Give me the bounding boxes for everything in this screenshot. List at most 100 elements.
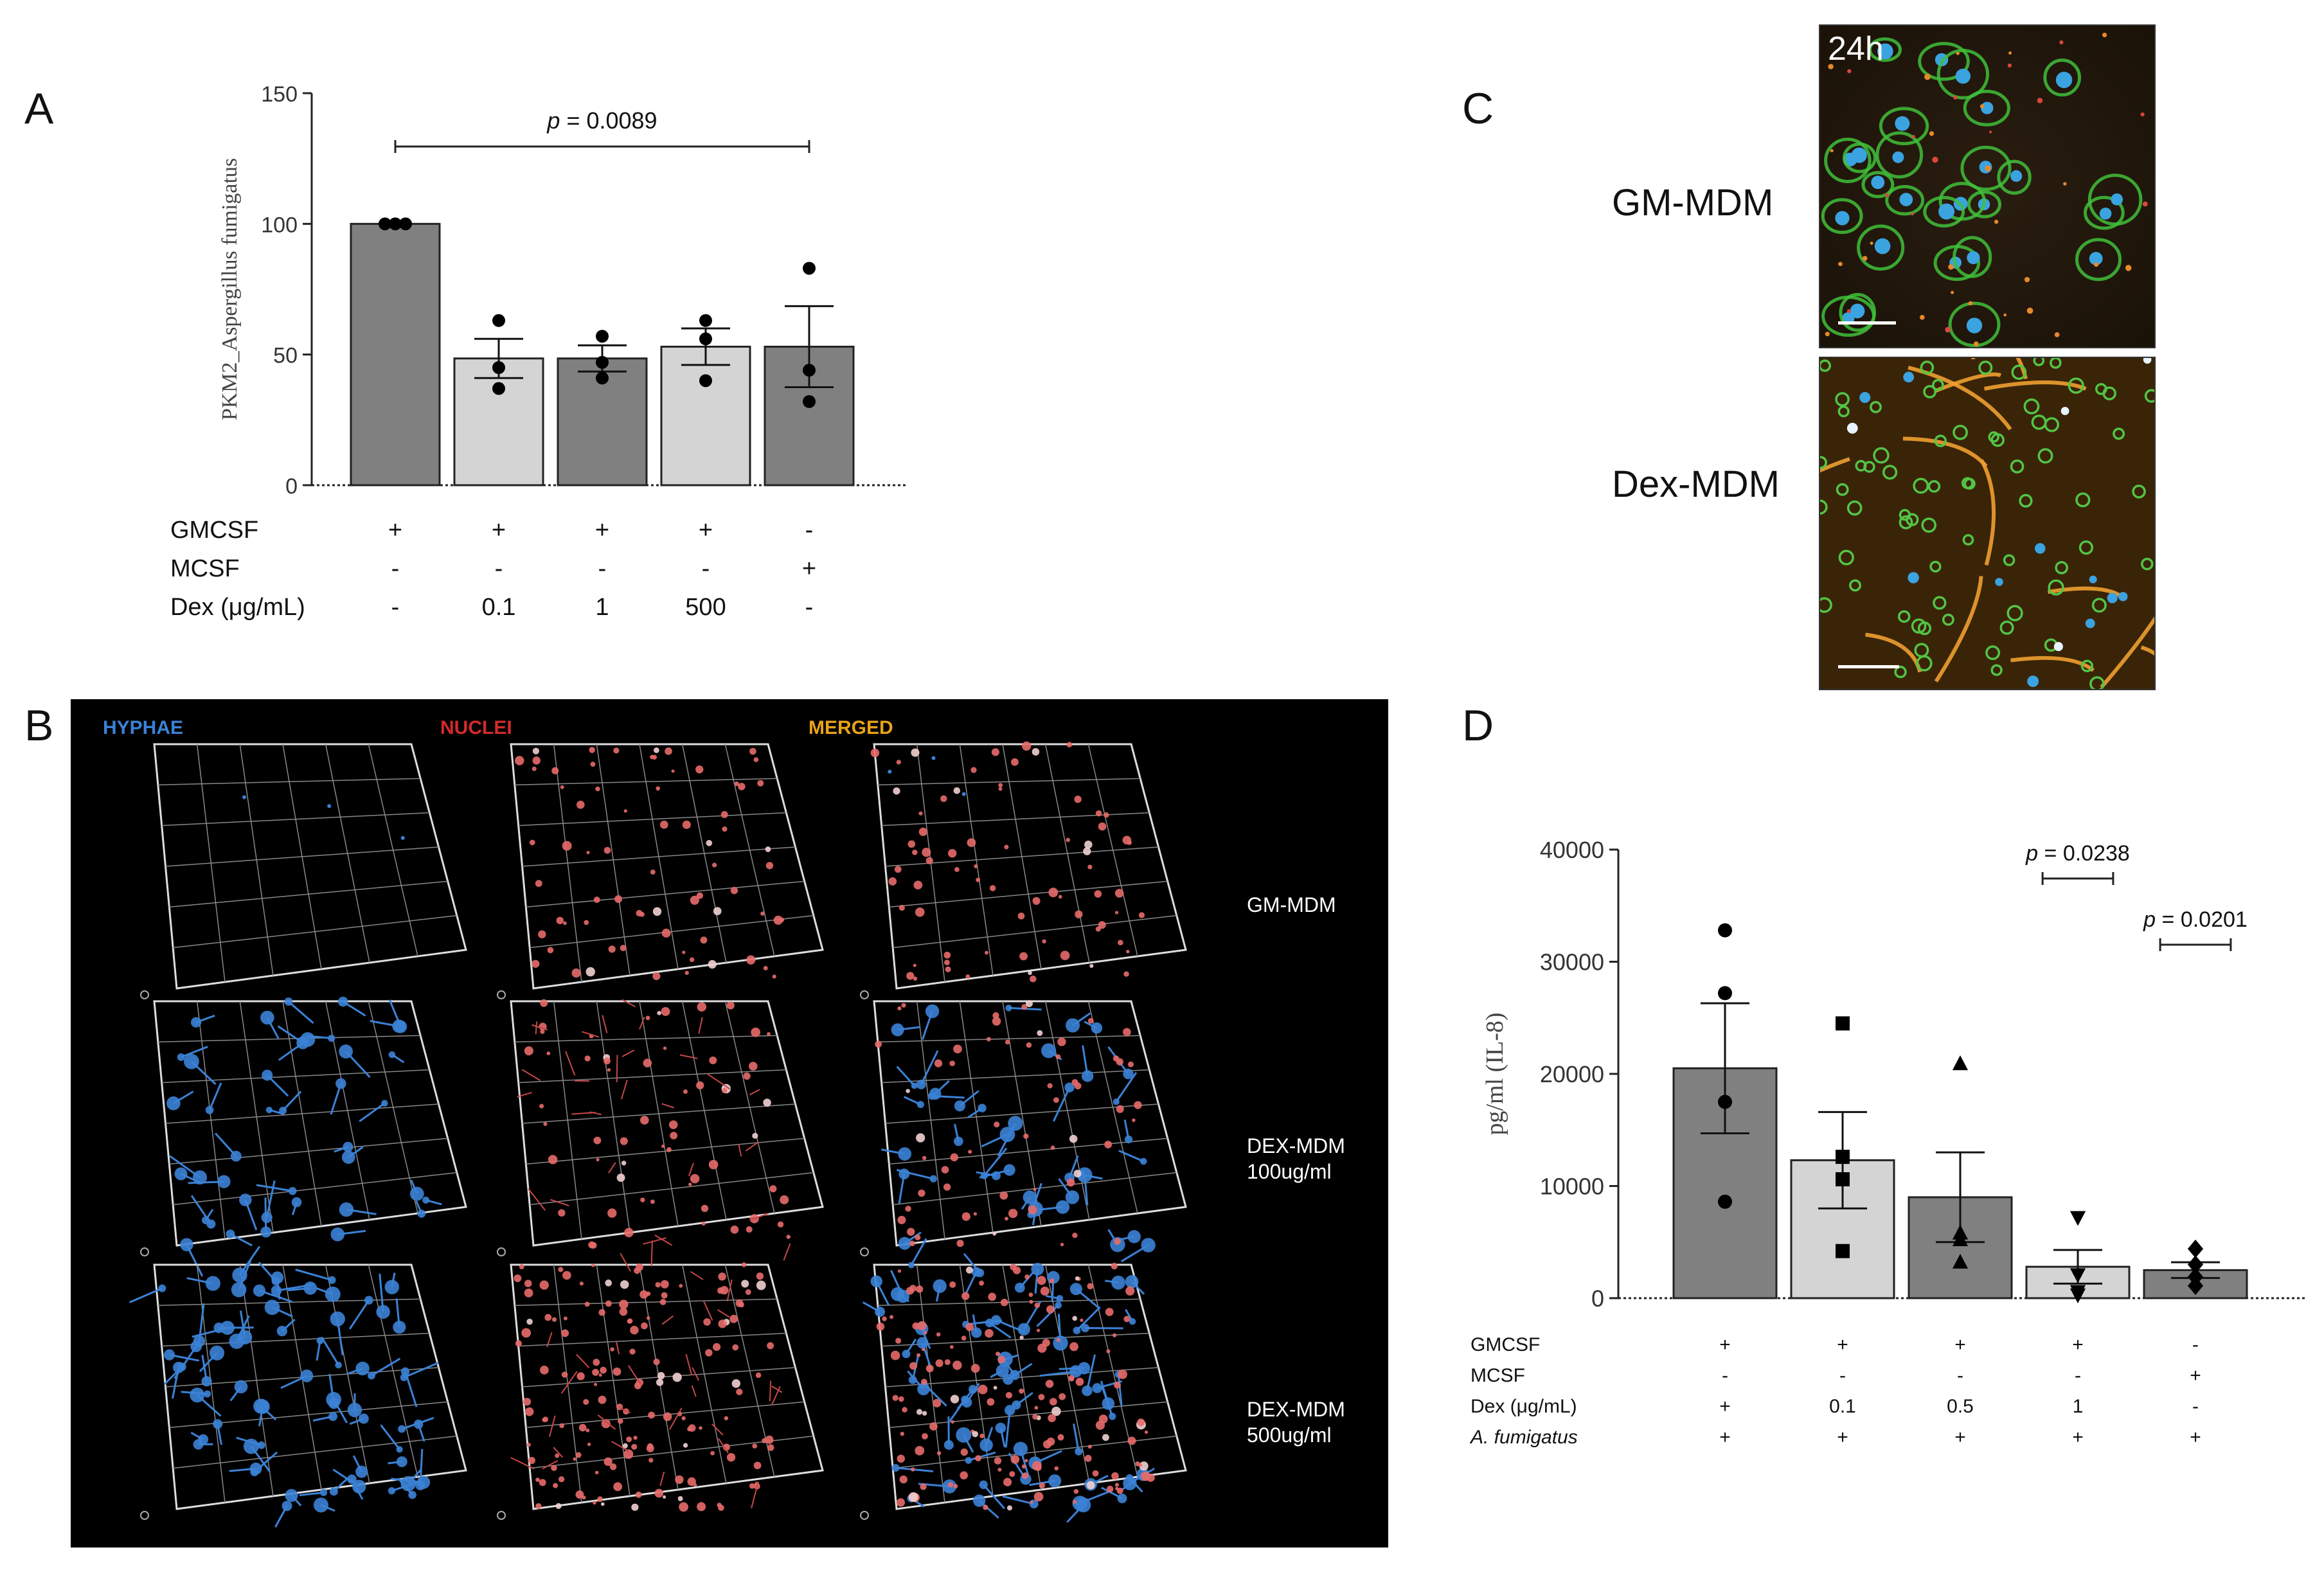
p-value: = 0.0238 — [2038, 841, 2130, 866]
hypha-branch — [1076, 1306, 1101, 1332]
nucleus-dot — [1042, 1339, 1050, 1347]
nucleus-dot — [1127, 1436, 1136, 1445]
conidia — [1870, 241, 1873, 245]
nucleus-dot — [741, 1280, 749, 1288]
hypha-blob — [1082, 1385, 1093, 1396]
panelc-row-label-dex: Dex-MDM — [1612, 463, 1780, 505]
nucleus-dot — [585, 967, 595, 977]
macrophage — [1911, 618, 1927, 634]
hypha-branch — [985, 1427, 994, 1446]
hypha-branch — [1084, 1175, 1089, 1206]
macrophage — [2141, 557, 2154, 571]
nucleus-dot — [593, 1359, 600, 1366]
nucleus-dot — [970, 767, 977, 773]
nucleus-dot — [780, 917, 785, 922]
hypha-blob — [355, 1361, 370, 1376]
nucleus — [2089, 575, 2097, 584]
nucleus-dot — [679, 1283, 683, 1288]
nucleus-dot — [1005, 1039, 1010, 1045]
nucleus-dot — [1087, 1017, 1094, 1024]
nucleus-dot — [635, 1491, 642, 1498]
scale-bar — [1838, 321, 1896, 325]
nucleus-dot — [650, 1199, 655, 1204]
nucleus-dot — [1009, 1471, 1015, 1477]
nucleus-dot — [588, 1241, 596, 1249]
nucleus-dot — [943, 959, 950, 966]
hypha-branch — [1081, 1173, 1103, 1180]
hypha-blob — [1078, 1362, 1091, 1375]
hypha-branch — [1059, 1367, 1084, 1370]
faint-hypha — [620, 1253, 632, 1272]
nucleus-dot — [920, 1483, 927, 1490]
macrophage — [1960, 145, 2012, 192]
axis-gizmo — [860, 990, 869, 999]
hypha-branch — [964, 1271, 978, 1296]
hypha — [2010, 656, 2095, 672]
nucleus-dot — [1112, 1333, 1117, 1337]
hypha-branch — [321, 1336, 339, 1366]
hypha-branch — [278, 1039, 308, 1061]
hypha-branch — [983, 1147, 1008, 1177]
nucleus-dot — [697, 1502, 706, 1512]
hypha-blob — [400, 835, 405, 840]
condition-label: MCSF — [1470, 1365, 1525, 1386]
nucleus-dot — [1006, 1505, 1012, 1511]
nucleus-dot — [1073, 1170, 1082, 1178]
nucleus-dot — [922, 1411, 927, 1416]
nucleus — [1892, 151, 1904, 163]
nucleus-dot — [729, 1314, 738, 1323]
nucleus-dot — [918, 827, 927, 836]
hypha-branch — [1072, 1012, 1091, 1026]
nucleus-dot — [730, 886, 738, 895]
nucleus-dot — [1003, 1477, 1012, 1486]
faint-hypha — [726, 1280, 733, 1302]
grid-line — [889, 880, 1168, 908]
faint-hypha — [702, 1300, 713, 1321]
condition-value: - — [391, 594, 400, 621]
chart-a: 0 50 100 150 PKM2_Aspergillus fumigatus p = 0… — [170, 82, 906, 621]
p-symbol: p — [546, 107, 560, 134]
nucleus-dot — [1116, 1105, 1124, 1113]
time-label: 24h — [1828, 30, 1884, 67]
nucleus-dot — [1114, 1483, 1119, 1487]
nucleus-dot — [592, 1368, 600, 1376]
nucleus-dot — [943, 951, 951, 959]
condition-value: - — [2192, 1334, 2199, 1355]
nucleus-dot — [540, 999, 548, 1007]
data-point — [699, 374, 712, 388]
axis-gizmo — [140, 990, 149, 999]
nucleus-dot — [1008, 1208, 1018, 1218]
nucleus-dot — [639, 911, 645, 917]
nucleus-dot — [960, 1448, 968, 1456]
hypha — [2100, 616, 2154, 689]
nucleus-dot — [989, 885, 996, 891]
macrophage — [2087, 174, 2143, 226]
axis-gizmo — [860, 1247, 869, 1256]
row-label-gm-mdm: GM-MDM — [1247, 893, 1336, 916]
hypha-branch — [401, 1416, 434, 1431]
hypha-branch — [316, 1340, 321, 1361]
faint-hypha — [654, 1235, 673, 1246]
nucleus-dot — [767, 1342, 774, 1350]
macrophage — [1879, 107, 1929, 146]
hypha-blob — [260, 1010, 274, 1025]
nucleus-dot — [947, 849, 957, 858]
significance-label: p = 0.0089 — [546, 107, 657, 134]
nucleus-dot — [1104, 812, 1109, 818]
nucleus-dot — [646, 1316, 650, 1320]
nucleus — [1903, 371, 1914, 383]
faint-hypha — [517, 1091, 532, 1098]
nucleus-dot — [591, 1263, 595, 1267]
faint-hypha — [639, 1017, 645, 1030]
nucleus-dot — [700, 936, 708, 944]
nucleus-dot — [650, 870, 656, 875]
nucleus-dot — [616, 1173, 625, 1182]
data-point — [1952, 1055, 1969, 1071]
significance-label: p = 0.0201 — [2143, 907, 2248, 932]
nucleus-dot — [913, 880, 923, 890]
nucleus — [2034, 543, 2046, 554]
hypha-blob — [205, 1276, 220, 1291]
hypha-branch — [236, 1436, 262, 1447]
nucleus-dot — [656, 1378, 664, 1386]
macrophage — [1916, 655, 1933, 672]
